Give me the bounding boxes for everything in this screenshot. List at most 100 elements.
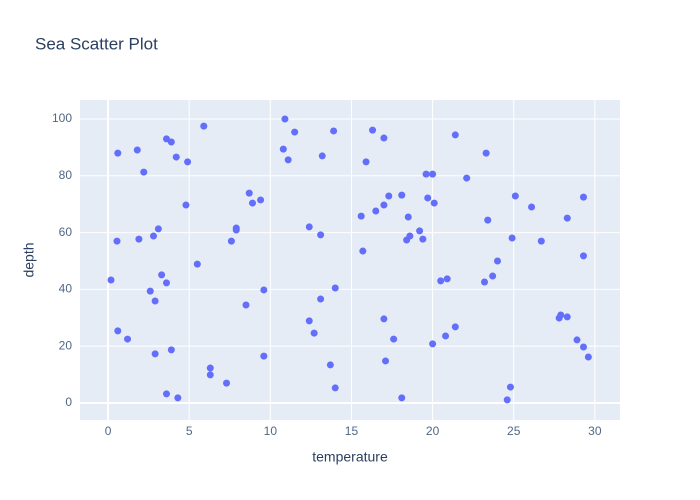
point — [422, 170, 430, 178]
point — [172, 153, 180, 161]
y-tick-label: 0 — [65, 395, 72, 409]
point — [557, 311, 565, 319]
point — [279, 145, 287, 153]
point — [424, 194, 432, 202]
y-tick-label: 100 — [52, 111, 72, 125]
point — [182, 201, 190, 209]
point — [310, 329, 318, 337]
point — [317, 231, 325, 239]
point — [227, 237, 235, 245]
point — [489, 272, 497, 280]
point — [167, 138, 175, 146]
point — [579, 343, 587, 351]
point — [429, 170, 437, 178]
point — [443, 275, 451, 283]
point — [331, 384, 339, 392]
point — [133, 146, 141, 154]
point — [291, 128, 299, 136]
x-axis-title: temperature — [312, 449, 388, 465]
point — [579, 252, 587, 260]
point — [326, 361, 334, 369]
point — [248, 199, 256, 207]
y-tick-label: 60 — [59, 225, 73, 239]
point — [154, 225, 162, 233]
x-tick-label: 5 — [186, 424, 193, 438]
point — [140, 168, 148, 176]
point — [359, 247, 367, 255]
chart-title: Sea Scatter Plot — [35, 34, 158, 53]
point — [528, 203, 536, 211]
point — [503, 396, 511, 404]
point — [362, 158, 370, 166]
x-tick-label: 10 — [264, 424, 278, 438]
point — [135, 235, 143, 243]
x-tick-label: 0 — [105, 424, 112, 438]
y-tick-label: 80 — [59, 168, 73, 182]
point — [184, 158, 192, 166]
x-tick-label: 20 — [426, 424, 440, 438]
point — [385, 192, 393, 200]
point — [223, 379, 231, 387]
plot-background — [80, 100, 620, 420]
point — [114, 149, 122, 157]
point — [107, 276, 115, 284]
point — [537, 237, 545, 245]
point — [372, 207, 380, 215]
point — [451, 323, 459, 331]
y-tick-label: 40 — [59, 282, 73, 296]
point — [398, 191, 406, 199]
point — [281, 115, 289, 123]
point — [245, 189, 253, 197]
point — [330, 127, 338, 135]
point — [200, 122, 208, 130]
point — [398, 394, 406, 402]
point — [563, 214, 571, 222]
point — [406, 232, 414, 240]
point — [174, 394, 182, 402]
point — [257, 196, 265, 204]
point — [124, 335, 132, 343]
x-tick-label: 25 — [507, 424, 521, 438]
point — [284, 156, 292, 164]
point — [579, 193, 587, 201]
point — [158, 271, 166, 279]
point — [146, 287, 154, 295]
point — [484, 216, 492, 224]
point — [429, 340, 437, 348]
point — [151, 297, 159, 305]
point — [419, 235, 427, 243]
point — [563, 313, 571, 321]
point — [318, 152, 326, 160]
point — [482, 149, 490, 157]
point — [380, 315, 388, 323]
point — [357, 212, 365, 220]
point — [493, 257, 501, 265]
point — [151, 350, 159, 358]
point — [206, 364, 214, 372]
point — [404, 213, 412, 221]
point — [430, 199, 438, 207]
point — [451, 131, 459, 139]
point — [206, 371, 214, 379]
point — [573, 336, 581, 344]
point — [305, 223, 313, 231]
point — [331, 284, 339, 292]
x-tick-label: 15 — [345, 424, 359, 438]
point — [113, 237, 121, 245]
point — [437, 277, 445, 285]
point — [193, 260, 201, 268]
point — [260, 352, 268, 360]
point — [242, 301, 250, 309]
point — [481, 278, 489, 286]
point — [380, 201, 388, 209]
point — [260, 286, 268, 294]
point — [369, 126, 377, 134]
point — [506, 383, 514, 391]
point — [416, 227, 424, 235]
point — [167, 346, 175, 354]
point — [511, 192, 519, 200]
point — [162, 279, 170, 287]
y-tick-label: 20 — [59, 338, 73, 352]
point — [380, 134, 388, 142]
